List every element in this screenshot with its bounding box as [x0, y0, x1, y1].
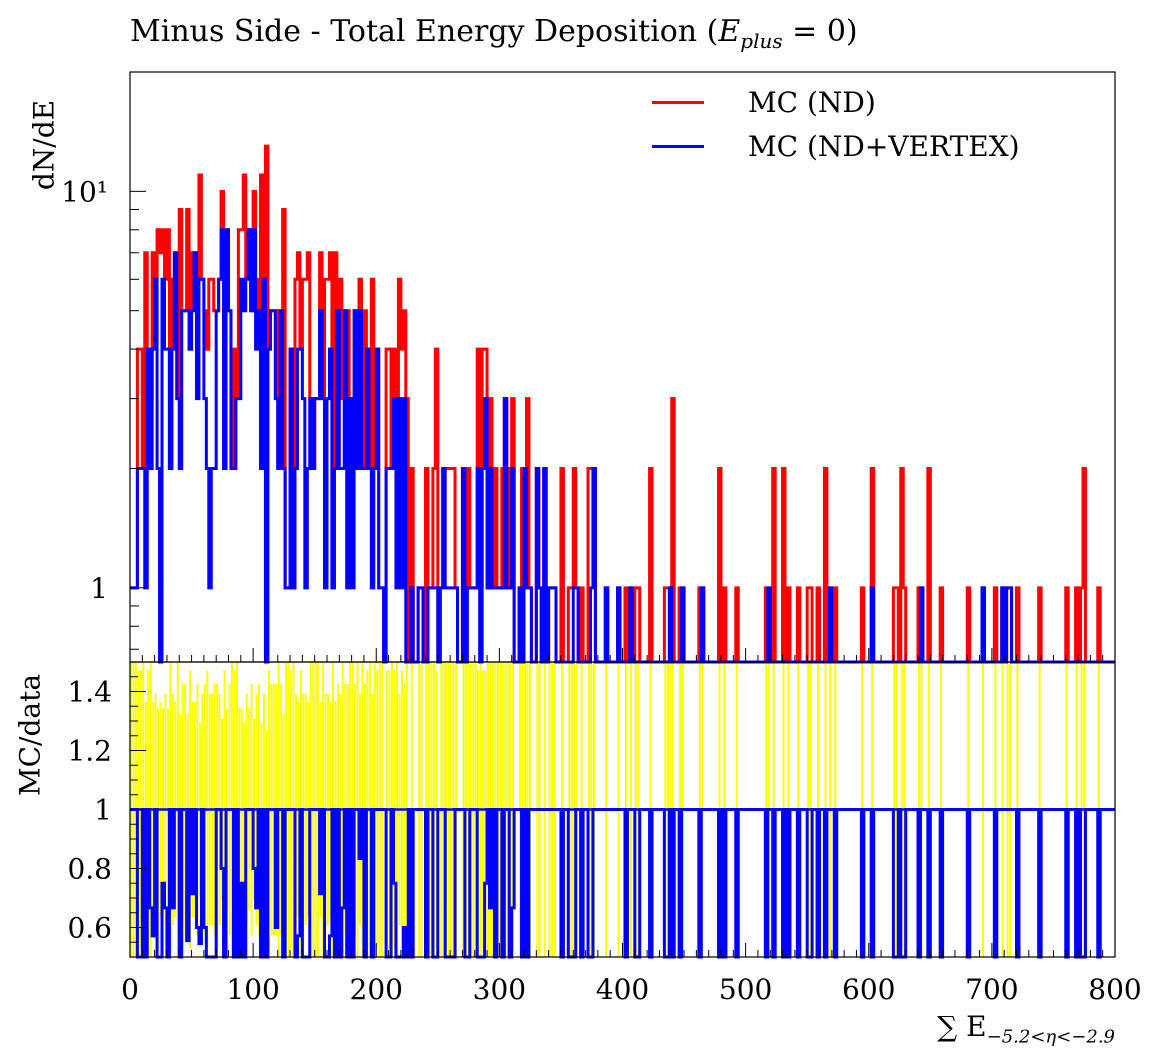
legend-item-mc-nd-vertex: MC (ND+VERTEX) [652, 130, 1020, 163]
x-tick-label: 100 [226, 973, 279, 1006]
x-tick-label: 200 [350, 973, 403, 1006]
axis-tick-labels: 0 100 200 300 400 500 600 700 800 1 10¹ 0.6 0.8 1 1.2 1… [61, 175, 1142, 1006]
y-tick-label: 1 [90, 572, 108, 605]
ratio-y-tick-label: 1.4 [67, 676, 112, 709]
ratio-y-tick-label: 1 [94, 794, 112, 827]
ratio-y-tick-label: 1.2 [67, 735, 112, 768]
ratio-y-tick-label: 0.6 [67, 912, 112, 945]
y-axis-label-ratio: MC/data [13, 673, 47, 797]
x-tick-label: 0 [121, 973, 139, 1006]
x-tick-label: 700 [965, 973, 1018, 1006]
legend-label: MC (ND) [748, 86, 876, 119]
x-tick-label: 600 [842, 973, 895, 1006]
y-axis-label-main: dN/dE [27, 99, 61, 191]
chart-title: Minus Side - Total Energy Deposition (Ep… [130, 14, 858, 53]
x-tick-label: 800 [1088, 973, 1141, 1006]
legend-label: MC (ND+VERTEX) [748, 130, 1020, 163]
legend-swatch-red [652, 101, 704, 104]
ratio-y-tick-label: 0.8 [67, 853, 112, 886]
axis-ticks [129, 71, 1116, 958]
x-tick-label: 300 [473, 973, 526, 1006]
y-tick-label: 10¹ [61, 175, 108, 208]
x-tick-label: 500 [719, 973, 772, 1006]
legend-swatch-blue [652, 145, 704, 148]
x-tick-label: 400 [596, 973, 649, 1006]
legend-item-mc-nd: MC (ND) [652, 86, 876, 119]
x-axis-label: ∑ E−5.2<η<−2.9 [937, 1010, 1115, 1048]
